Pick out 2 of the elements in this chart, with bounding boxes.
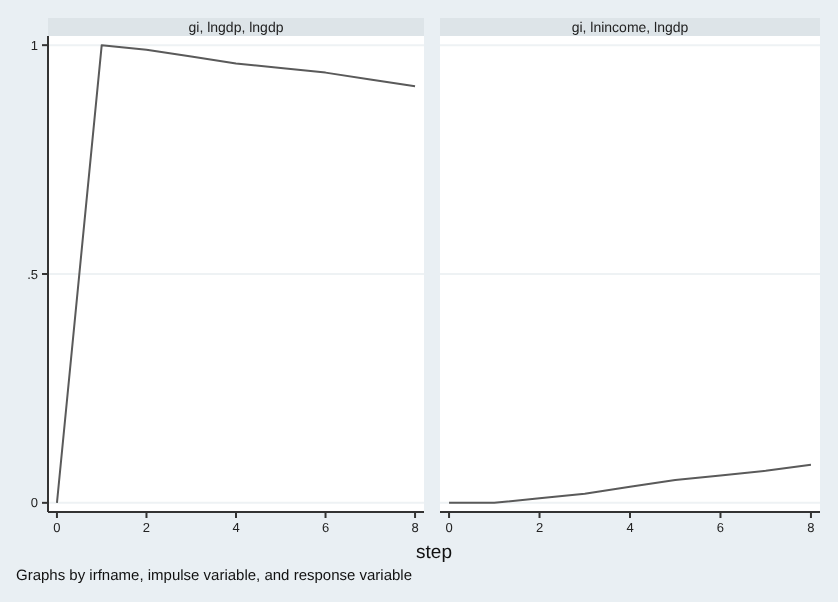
line-series (55, 44, 417, 504)
x-axis-title: step (416, 542, 452, 564)
